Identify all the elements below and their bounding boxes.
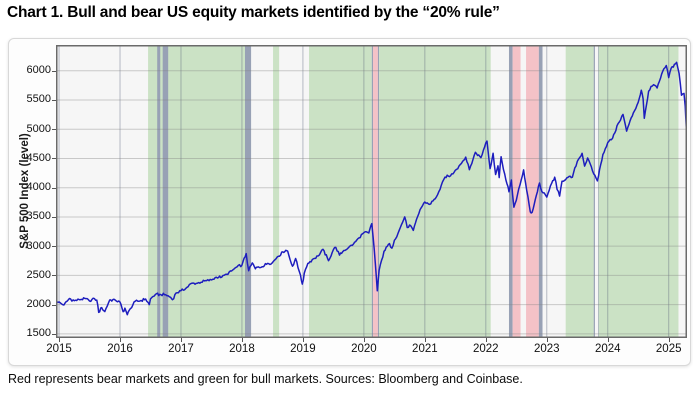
x-tick-mark <box>363 338 365 342</box>
y-tick-label: 5500 <box>26 93 51 106</box>
y-tick-label: 4000 <box>26 181 51 194</box>
bear-region <box>526 45 539 338</box>
x-tick-mark <box>485 338 487 342</box>
boundary-region <box>377 45 380 338</box>
x-tick-mark <box>241 338 243 342</box>
x-tick-mark <box>59 338 61 342</box>
page-title: Chart 1. Bull and bear US equity markets… <box>7 4 500 21</box>
y-tick-label: 2000 <box>26 298 51 311</box>
y-tick-mark <box>52 99 56 101</box>
x-tick-mark <box>120 338 121 342</box>
x-tick-label: 2022 <box>473 343 499 355</box>
plot-area <box>56 45 687 338</box>
bear-region <box>512 45 521 338</box>
x-tick-mark <box>424 338 426 342</box>
x-tick-label: 2018 <box>229 343 255 355</box>
y-tick-mark <box>52 129 56 131</box>
y-tick-mark <box>52 304 56 306</box>
bull-region <box>598 45 679 338</box>
x-tick-mark <box>180 338 182 342</box>
x-tick-mark <box>302 338 304 342</box>
y-tick-mark <box>52 216 56 218</box>
y-tick-label: 6000 <box>26 64 51 77</box>
x-tick-label: 2020 <box>351 343 377 355</box>
y-tick-label: 3000 <box>26 239 51 252</box>
x-tick-mark <box>546 338 548 342</box>
y-tick-mark <box>52 187 56 189</box>
x-tick-label: 2019 <box>290 343 316 355</box>
y-tick-label: 2500 <box>26 268 51 281</box>
chart-canvas <box>56 45 687 338</box>
boundary-region <box>244 45 252 338</box>
bull-region <box>379 45 491 338</box>
boundary-region <box>508 45 513 338</box>
x-tick-label: 2023 <box>533 343 560 355</box>
sp500-line <box>56 61 687 316</box>
boundary-region <box>162 45 169 338</box>
boundary-region <box>593 45 595 338</box>
boundary-region <box>157 45 161 338</box>
x-tick-label: 2024 <box>594 343 621 355</box>
y-tick-mark <box>52 70 56 72</box>
x-tick-label: 2017 <box>168 343 194 355</box>
y-tick-label: 1500 <box>26 327 51 340</box>
boundary-region <box>371 45 374 338</box>
y-tick-label: 4500 <box>26 151 51 164</box>
y-tick-mark <box>52 333 56 335</box>
x-tick-label: 2025 <box>655 343 682 355</box>
y-tick-mark <box>52 158 56 160</box>
boundary-region <box>538 45 543 338</box>
bull-region <box>565 45 594 338</box>
x-tick-label: 2021 <box>412 343 438 355</box>
chart-footnote: Red represents bear markets and green fo… <box>8 372 523 386</box>
y-tick-label: 3500 <box>26 210 51 223</box>
y-tick-mark <box>52 275 56 277</box>
x-tick-mark <box>607 338 609 342</box>
x-tick-label: 2016 <box>107 343 133 355</box>
bear-region <box>373 45 378 338</box>
chart-figure: S&P 500 Index (level) 1500 2000 2500 3000 35… <box>8 38 691 366</box>
x-tick-label: 2015 <box>46 343 72 355</box>
y-tick-mark <box>52 246 56 248</box>
bull-region <box>273 45 280 338</box>
bull-region <box>309 45 372 338</box>
y-tick-label: 5000 <box>26 122 51 135</box>
plot-frame <box>56 45 687 338</box>
x-tick-mark <box>668 338 670 342</box>
boundary-region <box>597 45 599 338</box>
